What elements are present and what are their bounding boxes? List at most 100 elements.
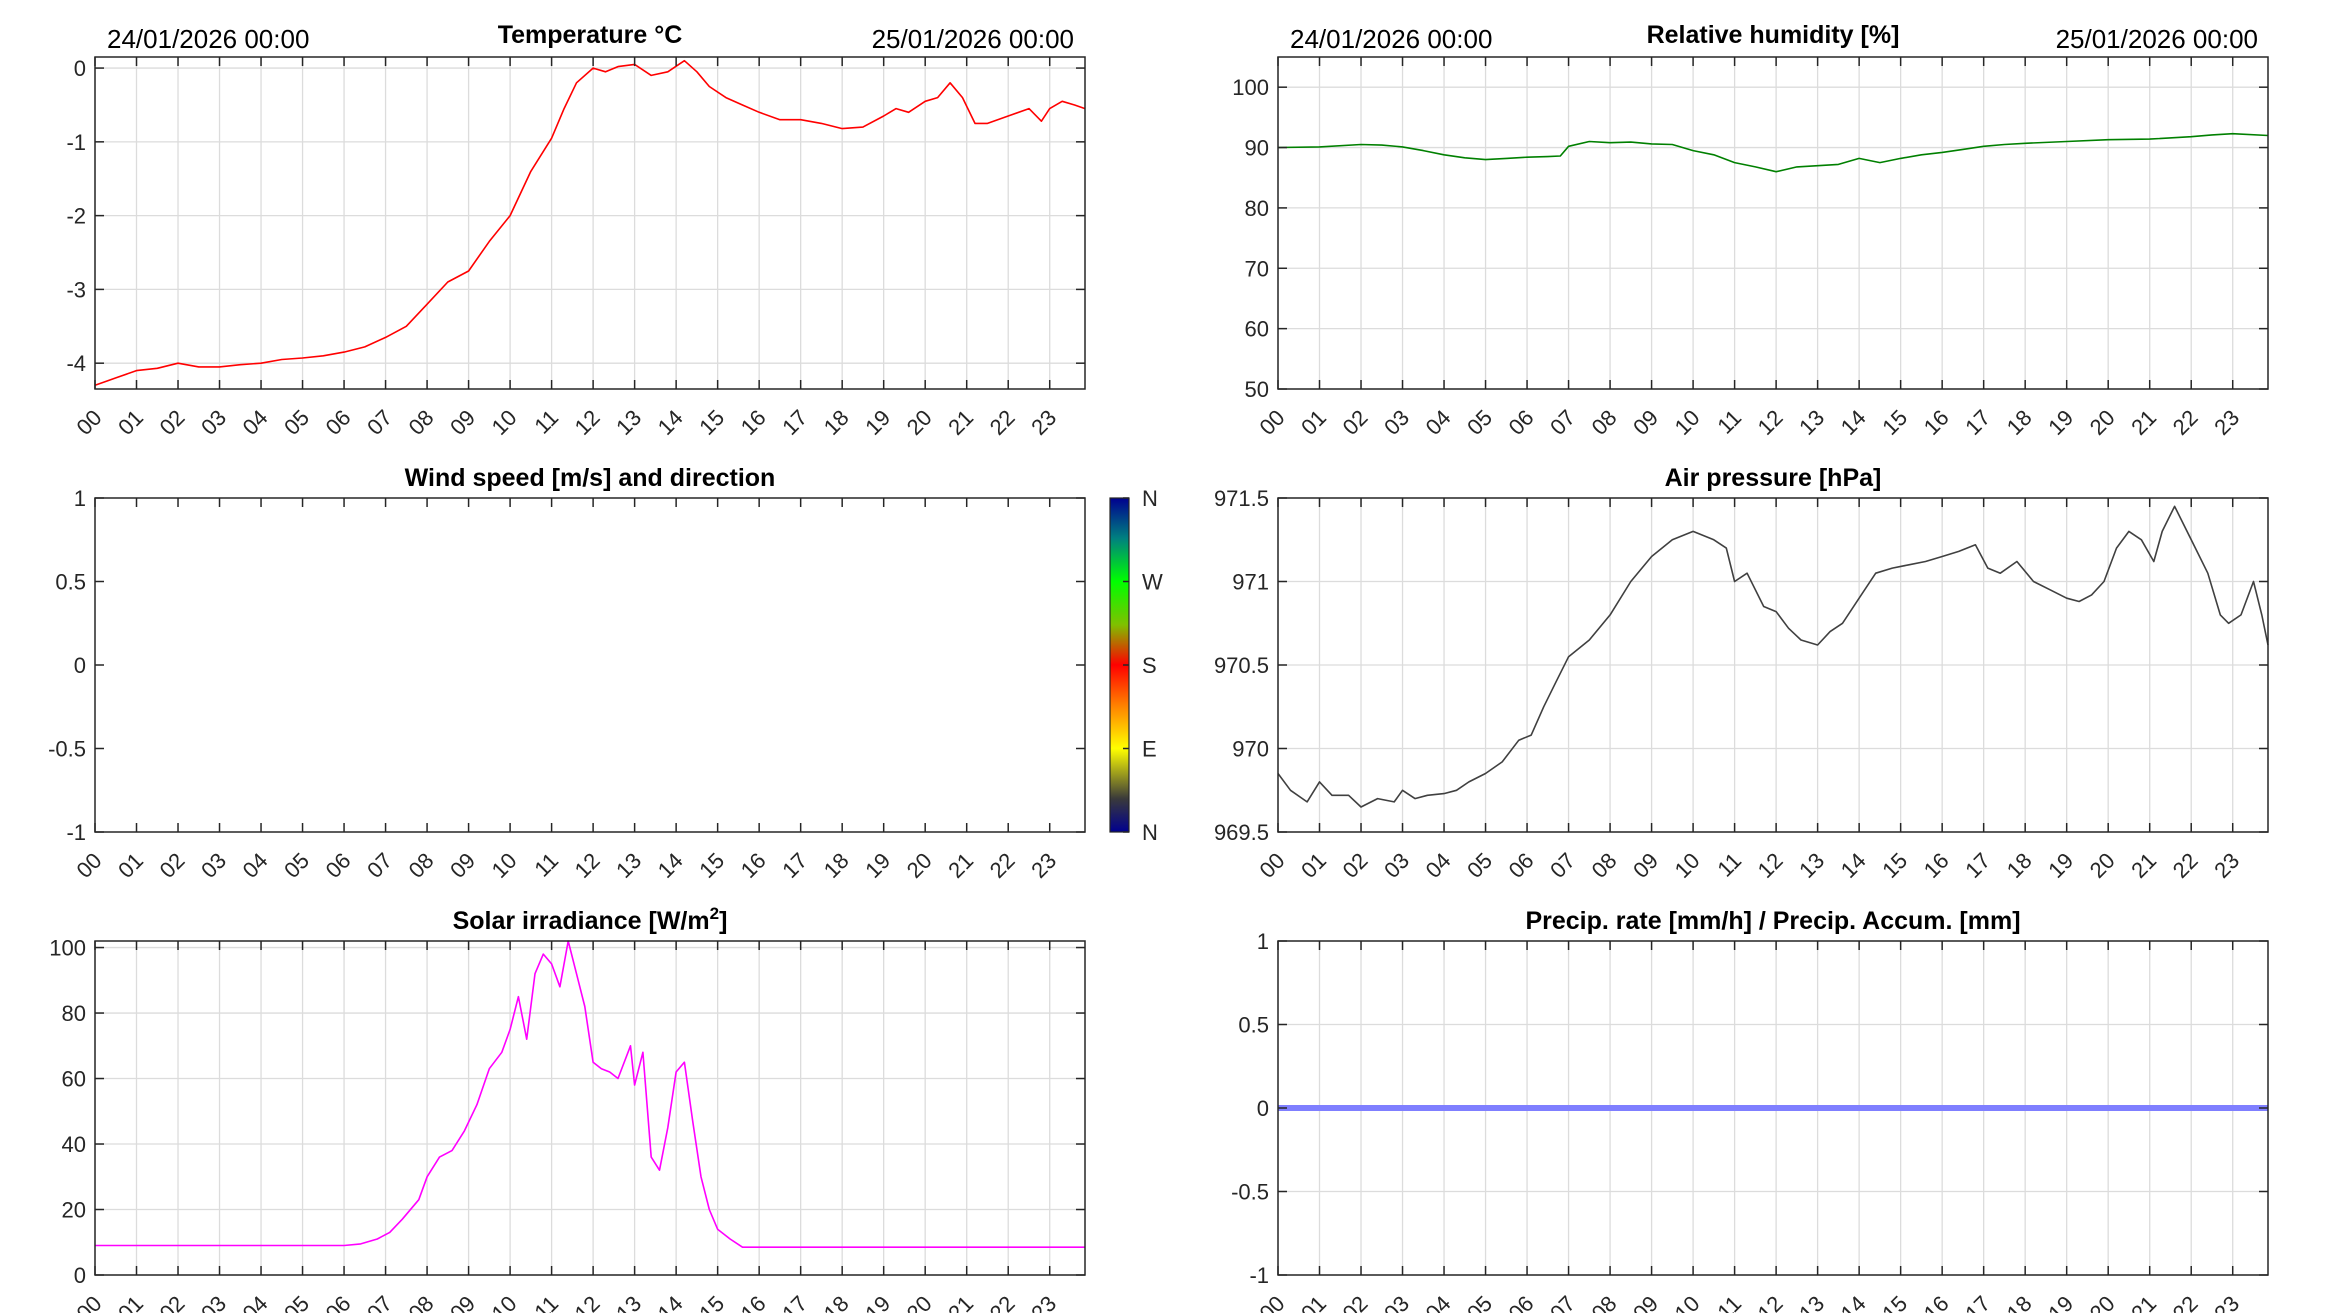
solar-chart-title: Solar irradiance [W/m2] [453, 904, 728, 935]
x-tick-label: 10 [1670, 405, 1705, 440]
wind-axes-frame [94, 497, 1086, 833]
solar-series-line [95, 940, 1085, 1248]
x-tick-label: 23 [1026, 1291, 1061, 1313]
pressure-chart: 00 01 02 03 04 05 06 07 08 09 10 11 12 13 14 15 16 17 18 19… [1214, 464, 2269, 883]
x-tick-label: 08 [404, 848, 439, 883]
x-tick-label: 13 [611, 1291, 646, 1313]
x-tick-label: 03 [196, 405, 231, 440]
x-tick-label: 03 [1379, 1291, 1414, 1313]
y-tick-label: 100 [49, 936, 86, 961]
x-tick-label: 00 [72, 848, 107, 883]
y-tick-label: 100 [1232, 75, 1269, 100]
x-tick-label: 16 [736, 405, 771, 440]
y-tick-label: 0.5 [1238, 1013, 1269, 1038]
x-tick-label: 18 [819, 848, 854, 883]
x-tick-label: 13 [611, 848, 646, 883]
x-tick-label: 08 [1587, 848, 1622, 883]
x-tick-label: 20 [902, 405, 937, 440]
wind-direction-colorbar: N E S W N [1109, 486, 1163, 845]
x-tick-label: 12 [1753, 848, 1788, 883]
x-tick-label: 02 [1338, 1291, 1373, 1313]
x-tick-label: 22 [985, 1291, 1020, 1313]
x-tick-label: 12 [570, 848, 605, 883]
x-tick-label: 12 [1753, 405, 1788, 440]
x-tick-label: 10 [1670, 848, 1705, 883]
x-tick-label: 20 [902, 1291, 937, 1313]
x-tick-label: 19 [860, 1291, 895, 1313]
x-tick-label: 04 [238, 1291, 273, 1313]
x-tick-label: 11 [1712, 848, 1746, 882]
x-tick-label: 15 [1877, 1291, 1912, 1313]
x-tick-label: 01 [113, 1291, 148, 1313]
x-tick-label: 11 [529, 848, 563, 882]
x-tick-label: 15 [694, 848, 729, 883]
x-tick-label: 16 [736, 848, 771, 883]
x-tick-label: 18 [819, 405, 854, 440]
y-tick-label: -1 [1249, 1263, 1269, 1288]
x-tick-label: 09 [1628, 405, 1663, 440]
temperature-axes-frame [94, 56, 1086, 390]
temperature-chart-title: Temperature °C [498, 21, 683, 49]
y-tick-label: 1 [74, 486, 86, 511]
x-tick-label: 03 [1379, 405, 1414, 440]
x-tick-label: 17 [1960, 848, 1995, 883]
temperature-series-line [94, 59, 1086, 387]
x-tick-label: 23 [1026, 405, 1061, 440]
y-tick-label: 969.5 [1214, 820, 1269, 845]
right-end-datetime: 25/01/2026 00:00 [2056, 24, 2258, 54]
x-tick-label: 07 [1545, 1291, 1580, 1313]
x-tick-label: 22 [2168, 405, 2203, 440]
x-tick-label: 10 [487, 1291, 522, 1313]
x-tick-label: 08 [1587, 1291, 1622, 1313]
x-tick-label: 02 [1338, 848, 1373, 883]
humidity-series-line [1277, 132, 2269, 173]
x-tick-label: 02 [155, 1291, 190, 1313]
x-tick-label: 13 [1794, 1291, 1829, 1313]
x-tick-label: 07 [362, 405, 397, 440]
x-tick-label: 14 [1836, 1291, 1871, 1313]
x-tick-label: 01 [1296, 1291, 1331, 1313]
colorbar-label: S [1142, 653, 1157, 678]
x-tick-label: 09 [445, 1291, 480, 1313]
x-tick-label: 23 [2209, 405, 2244, 440]
colorbar-label: W [1142, 570, 1163, 595]
y-tick-label: 50 [1245, 377, 1269, 402]
x-tick-label: 05 [1462, 1291, 1497, 1313]
x-tick-label: 06 [1504, 848, 1539, 883]
y-tick-label: 0.5 [55, 570, 86, 595]
x-tick-label: 16 [1919, 405, 1954, 440]
solar-chart: 00 01 02 03 04 05 06 07 08 09 10 11 12 13 14 15 16 17 18 19… [49, 904, 1086, 1313]
x-tick-label: 03 [196, 848, 231, 883]
wind-chart-title: Wind speed [m/s] and direction [405, 464, 776, 492]
humidity-chart-title: Relative humidity [%] [1647, 21, 1900, 49]
y-tick-label: -1 [66, 130, 86, 155]
y-tick-label: 20 [62, 1198, 86, 1223]
x-tick-label: 01 [1296, 405, 1331, 440]
x-tick-label: 22 [2168, 848, 2203, 883]
y-tick-label: 0 [1257, 1096, 1269, 1121]
precip-chart: 00 01 02 03 04 05 06 07 08 09 10 11 12 13 14 15 16 17 18 19… [1231, 907, 2269, 1313]
x-tick-label: 14 [653, 405, 688, 440]
x-tick-label: 04 [1421, 1291, 1456, 1313]
pressure-series-line [1277, 505, 2269, 808]
pressure-chart-title: Air pressure [hPa] [1665, 464, 1882, 492]
x-tick-label: 18 [2002, 848, 2037, 883]
temperature-chart: 00 01 02 03 04 05 06 07 08 09 10 11 12 13 14 15 16 17 18 19… [66, 21, 1086, 440]
x-tick-label: 19 [2043, 405, 2078, 440]
x-tick-label: 14 [653, 848, 688, 883]
x-tick-label: 23 [2209, 1291, 2244, 1313]
y-tick-label: 80 [1245, 196, 1269, 221]
x-tick-label: 21 [943, 405, 978, 440]
x-tick-label: 08 [404, 405, 439, 440]
x-tick-label: 00 [1255, 848, 1290, 883]
x-tick-label: 17 [1960, 405, 1995, 440]
x-tick-label: 21 [2126, 1291, 2161, 1313]
x-tick-label: 19 [2043, 1291, 2078, 1313]
x-tick-label: 06 [1504, 405, 1539, 440]
x-tick-label: 13 [1794, 405, 1829, 440]
x-tick-label: 20 [2085, 1291, 2120, 1313]
left-start-datetime: 24/01/2026 00:00 [107, 24, 309, 54]
x-tick-label: 21 [2126, 848, 2161, 883]
humidity-axes-frame [1277, 56, 2269, 390]
x-tick-label: 20 [2085, 405, 2120, 440]
